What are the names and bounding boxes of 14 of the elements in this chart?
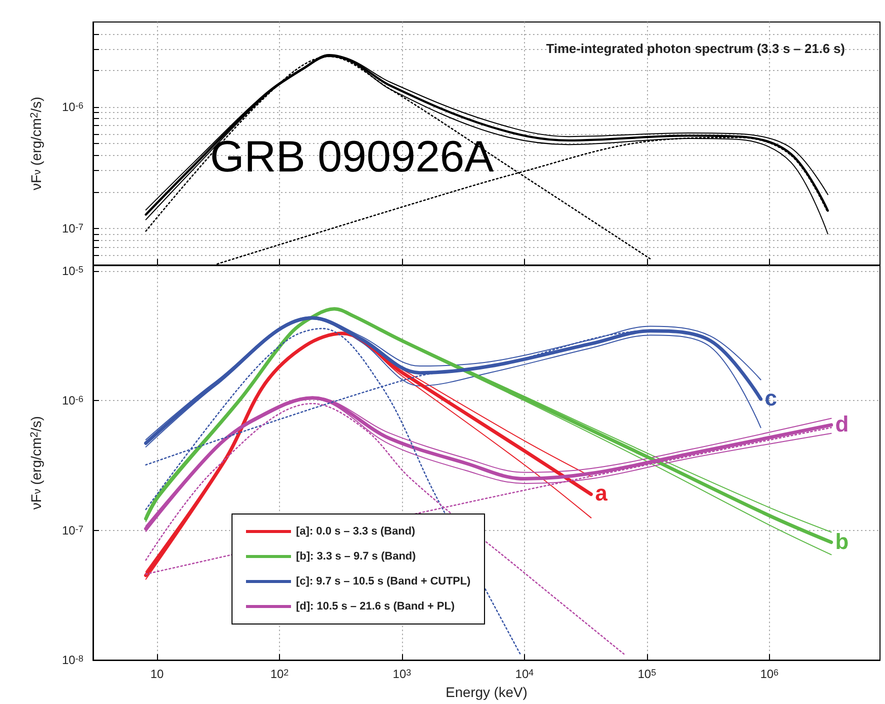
y-axis-title: νFν (erg/cm2/s) [28,96,44,190]
annotation: a [595,480,608,506]
legend-label: [a]: 0.0 s – 3.3 s (Band) [296,526,416,538]
legend-label: [c]: 9.7 s – 10.5 s (Band + CUTPL) [296,576,471,588]
x-axis-title: Energy (keV) [446,684,528,700]
legend-label: [d]: 10.5 s – 21.6 s (Band + PL) [296,600,455,612]
annotation: GRB 090926A [210,132,494,182]
annotation: c [764,386,778,411]
legend-label: [b]: 3.3 s – 9.7 s (Band) [296,550,416,562]
annotation: d [835,411,849,436]
y-axis-title: νFν (erg/cm2/s) [28,416,44,510]
x-tick-label: 10 [150,667,164,682]
annotation: Time-integrated photon spectrum (3.3 s – 21.6 s) [546,41,846,56]
annotation: b [835,528,849,554]
